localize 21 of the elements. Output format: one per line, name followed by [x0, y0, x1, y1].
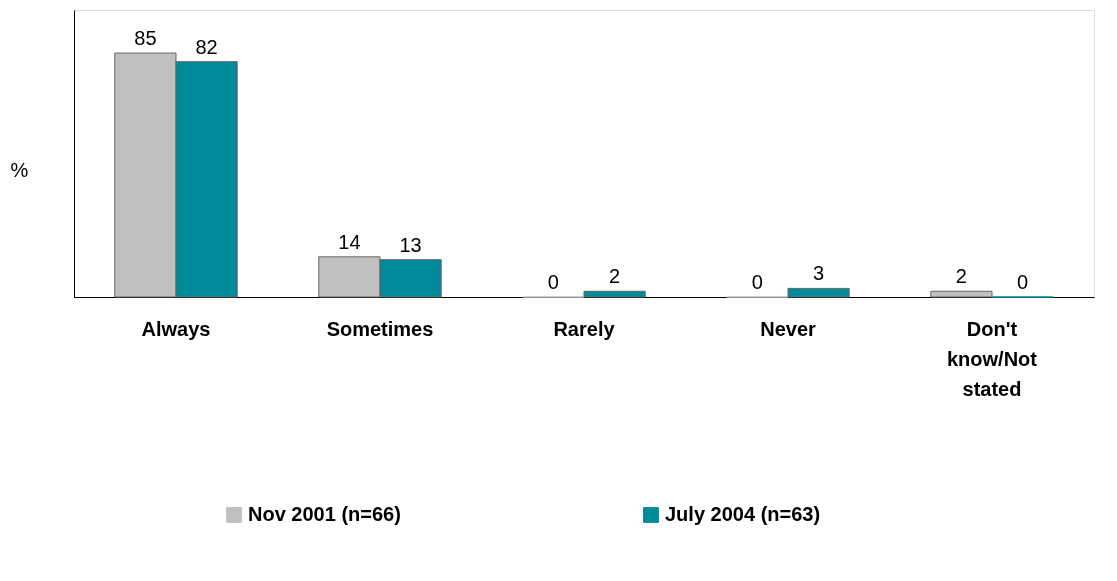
data-label: 0	[1017, 271, 1029, 293]
x-tick-label: Always	[141, 317, 211, 340]
data-label: 2	[955, 265, 967, 288]
x-tick-label: Never	[760, 317, 817, 340]
data-label: 0	[547, 271, 559, 293]
data-label: 13	[399, 233, 422, 256]
bar	[930, 290, 993, 298]
data-label: 85	[134, 27, 157, 50]
data-label: 82	[195, 35, 218, 58]
data-label: 3	[813, 262, 825, 285]
bar	[583, 290, 646, 298]
bar	[787, 287, 850, 298]
x-tick-label: Rarely	[553, 317, 616, 340]
data-label: 2	[609, 265, 621, 288]
y-axis-title: %	[10, 158, 29, 181]
legend-label: Nov 2001 (n=66)	[248, 503, 401, 525]
data-label: 14	[338, 230, 361, 253]
legend-label: July 2004 (n=63)	[665, 503, 821, 525]
x-tick-label: Sometimes	[326, 317, 434, 340]
data-label: 0	[751, 271, 763, 293]
x-tick-label: Don't know/Not stated	[947, 317, 1038, 400]
